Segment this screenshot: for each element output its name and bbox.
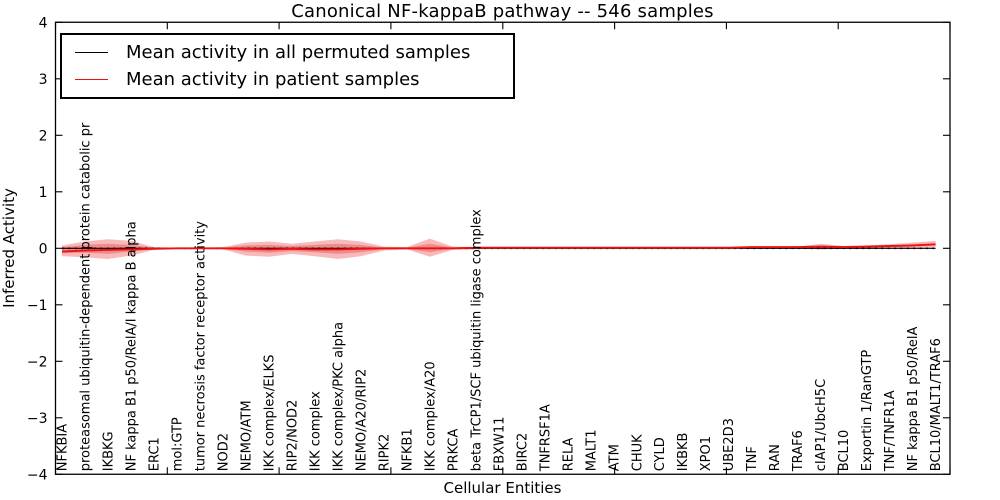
patient-line-swatch <box>75 79 108 81</box>
x-tick-label: BCL10/MALT1/TRAF6 <box>929 338 944 471</box>
chart-title: Canonical NF-kappaB pathway -- 546 sampl… <box>291 1 714 22</box>
x-tick-label: TRAF6 <box>791 430 806 472</box>
x-tick-label: UBE2D3 <box>722 418 737 471</box>
y-tick-label: 0 <box>39 241 48 257</box>
y-tick-label: 1 <box>39 185 48 201</box>
x-tick-label: CHUK <box>630 434 645 471</box>
x-tick-label: IKK complex <box>308 391 323 471</box>
x-tick-label: NOD2 <box>216 433 231 471</box>
legend-label-patient: Mean activity in patient samples <box>126 69 420 91</box>
x-tick-label: mol:GTP <box>170 417 185 471</box>
x-tick-label: NF kappa B1 p50/RelA/I kappa B alpha <box>125 221 140 471</box>
x-tick-label: NFKB1 <box>400 428 415 471</box>
x-tick-label: RELA <box>561 437 576 471</box>
x-tick-label: FBXW11 <box>492 417 507 472</box>
x-tick-label: TNFRSF1A <box>538 404 553 472</box>
permuted-line-swatch <box>75 51 108 53</box>
x-tick-label: IKK complex/A20 <box>423 361 438 471</box>
x-tick-label: NF kappa B1 p50/RelA <box>906 326 921 471</box>
y-tick-label: −1 <box>27 298 48 314</box>
y-tick-label: 2 <box>39 128 48 144</box>
x-tick-label: ERC1 <box>148 437 163 471</box>
legend-item-permuted: Mean activity in all permuted samples <box>75 42 513 63</box>
legend-item-patient: Mean activity in patient samples <box>75 69 513 90</box>
y-axis-label: Inferred Activity <box>0 188 18 308</box>
x-tick-label: PRKCA <box>446 428 461 471</box>
x-tick-label: beta TrCP1/SCF ubiquitin ligase complex <box>469 209 484 471</box>
x-tick-label: IKBKG <box>102 431 117 471</box>
x-axis-label: Cellular Entities <box>443 479 562 497</box>
x-tick-label: IKK complex/PKC alpha <box>331 322 346 471</box>
x-tick-label: CYLD <box>653 437 668 471</box>
legend: Mean activity in all permuted samples Me… <box>60 33 515 99</box>
x-tick-label: TNF <box>745 446 760 472</box>
x-tick-label: NEMO/ATM <box>239 400 254 471</box>
x-tick-label: MALT1 <box>584 429 599 471</box>
x-tick-label: RIP2/NOD2 <box>285 400 300 472</box>
x-tick-label: IKK complex/ELKS <box>262 355 277 472</box>
x-tick-label: cIAP1/UbcH5C <box>814 379 829 471</box>
y-tick-label: −4 <box>27 467 48 483</box>
x-tick-label: proteasomal ubiquitin-dependent protein … <box>79 122 94 471</box>
y-tick-label: −3 <box>27 411 48 427</box>
patient-mean-line <box>61 243 936 253</box>
x-tick-label: RIPK2 <box>377 434 392 472</box>
x-tick-label: Exportin 1/RanGTP <box>860 350 875 472</box>
x-tick-label: IKBKB <box>676 433 691 472</box>
y-tick-label: 3 <box>39 72 48 88</box>
x-tick-label: TNF/TNFR1A <box>883 390 898 472</box>
x-tick-label: XPO1 <box>699 436 714 471</box>
activity-band-inner <box>62 243 936 254</box>
x-tick-label: RAN <box>768 444 783 471</box>
y-tick-label: −2 <box>27 354 48 370</box>
x-tick-label: NEMO/A20/RIP2 <box>354 369 369 472</box>
y-tick-label: 4 <box>39 15 48 31</box>
x-tick-label: BIRC2 <box>515 433 530 472</box>
x-tick-label: NFKBIA <box>56 424 71 471</box>
x-tick-label: ATM <box>607 444 622 471</box>
x-tick-label: BCL10 <box>837 430 852 472</box>
x-tick-label: tumor necrosis factor receptor activity <box>193 221 208 472</box>
legend-label-permuted: Mean activity in all permuted samples <box>126 41 471 63</box>
